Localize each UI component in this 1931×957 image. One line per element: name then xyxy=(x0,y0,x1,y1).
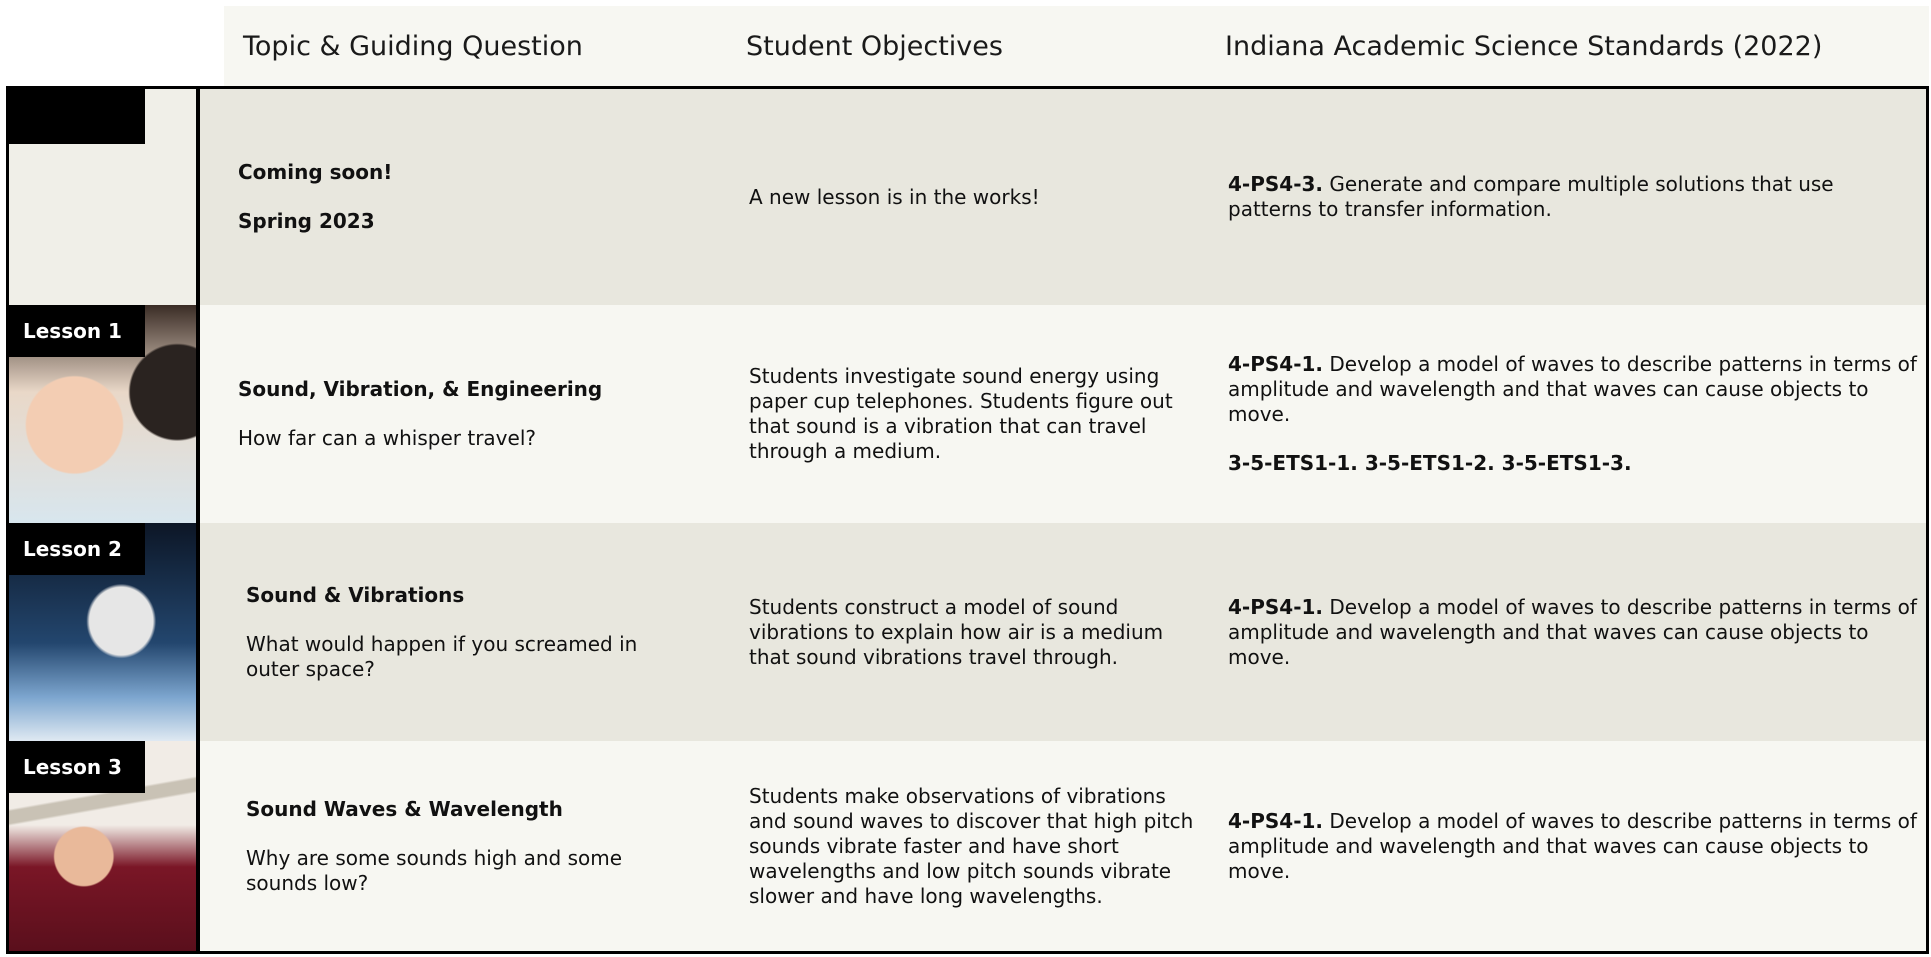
lesson-thumbnail: Lesson 3 xyxy=(9,741,200,951)
header-bar xyxy=(224,6,1929,86)
standards-cell: 4-PS4-1. Develop a model of waves to des… xyxy=(1228,741,1918,951)
objectives: Students make observations of vibrations… xyxy=(749,783,1194,908)
lesson-row: Lesson 3 Sound Waves & Wavelength Why are … xyxy=(9,741,1926,951)
guiding-question: Spring 2023 xyxy=(238,209,375,233)
lesson-label: Lesson 1 xyxy=(9,305,145,357)
lesson-label: Lesson 2 xyxy=(9,523,145,575)
topic-cell: Sound, Vibration, & Engineering How far c… xyxy=(238,305,688,523)
standard: 4-PS4-1. Develop a model of waves to des… xyxy=(1228,809,1918,884)
standard: 3-5-ETS1-1. 3-5-ETS1-2. 3-5-ETS1-3. xyxy=(1228,451,1918,476)
lesson-row: Lesson 2 Sound & Vibrations What would hap… xyxy=(9,523,1926,741)
label-block xyxy=(9,89,145,144)
objectives-cell: Students construct a model of sound vibr… xyxy=(749,523,1199,741)
objectives-cell: Students investigate sound energy using … xyxy=(749,305,1199,523)
standard-code: 4-PS4-1. xyxy=(1228,808,1324,833)
column-header: Indiana Academic Science Standards (2022… xyxy=(1225,30,1823,62)
lesson-row: Lesson 1 Sound, Vibration, & Engineering H… xyxy=(9,305,1926,523)
topic-cell: Coming soon! Spring 2023 xyxy=(238,89,688,305)
standards-cell: 4-PS4-1. Develop a model of waves to des… xyxy=(1228,305,1918,523)
standard: 4-PS4-1. Develop a model of waves to des… xyxy=(1228,352,1918,427)
objectives: A new lesson is in the works! xyxy=(749,184,1040,209)
objectives: Students construct a model of sound vibr… xyxy=(749,594,1164,669)
standards-cell: 4-PS4-1. Develop a model of waves to des… xyxy=(1228,523,1918,741)
lesson-title: Sound, Vibration, & Engineering xyxy=(238,377,603,401)
standard-text: Generate and compare multiple solutions … xyxy=(1228,172,1834,221)
standard: 4-PS4-3. Generate and compare multiple s… xyxy=(1228,172,1918,222)
standard-code: 4-PS4-3. xyxy=(1228,172,1324,196)
guiding-question: How far can a whisper travel? xyxy=(238,426,536,450)
lesson-title: Coming soon! xyxy=(238,160,393,184)
lesson-thumbnail: Lesson 1 xyxy=(9,305,200,523)
guiding-question: What would happen if you screamed in out… xyxy=(246,631,638,681)
lesson-row: Coming soon! Spring 2023 A new lesson is i… xyxy=(9,89,1926,305)
lesson-thumbnail: Lesson 2 xyxy=(9,523,200,741)
lesson-table: Coming soon! Spring 2023 A new lesson is i… xyxy=(6,86,1929,954)
lesson-thumbnail xyxy=(9,89,200,305)
objectives-cell: A new lesson is in the works! xyxy=(749,89,1199,305)
standard-text: Develop a model of waves to describe pat… xyxy=(1228,808,1917,883)
standard-code: 4-PS4-1. xyxy=(1228,352,1324,376)
lesson-title: Sound Waves & Wavelength xyxy=(246,796,563,821)
column-header: Student Objectives xyxy=(746,30,1003,62)
standard-code: 4-PS4-1. xyxy=(1228,594,1324,619)
column-header: Topic & Guiding Question xyxy=(243,30,583,62)
standard-code: 3-5-ETS1-1. 3-5-ETS1-2. 3-5-ETS1-3. xyxy=(1228,451,1632,475)
standard-text: Develop a model of waves to describe pat… xyxy=(1228,352,1917,426)
topic-cell: Sound & Vibrations What would happen if y… xyxy=(246,523,696,741)
lesson-label: Lesson 3 xyxy=(9,741,145,793)
objectives: Students investigate sound energy using … xyxy=(749,364,1173,463)
topic-cell: Sound Waves & Wavelength Why are some sou… xyxy=(246,741,696,951)
guiding-question: Why are some sounds high and some sounds… xyxy=(246,845,623,895)
lesson-title: Sound & Vibrations xyxy=(246,582,465,607)
standard: 4-PS4-1. Develop a model of waves to des… xyxy=(1228,595,1918,670)
standard-text: Develop a model of waves to describe pat… xyxy=(1228,594,1917,669)
standards-cell: 4-PS4-3. Generate and compare multiple s… xyxy=(1228,89,1918,305)
objectives-cell: Students make observations of vibrations… xyxy=(749,741,1199,951)
